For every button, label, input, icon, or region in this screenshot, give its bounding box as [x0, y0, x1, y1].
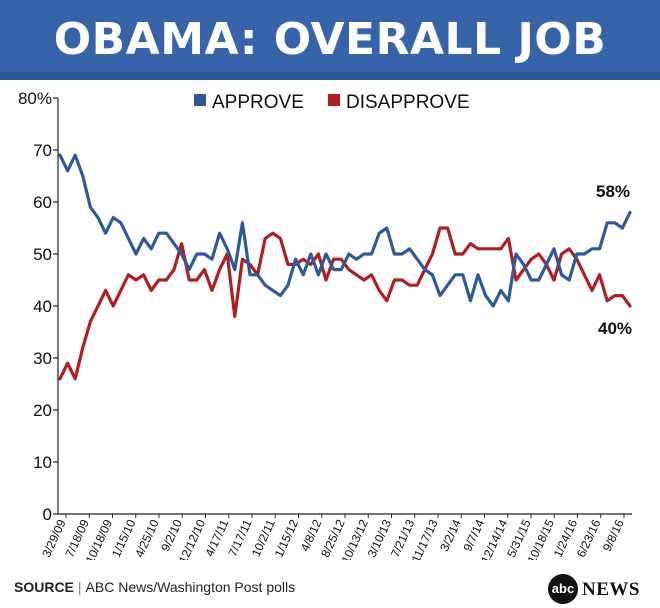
approval-line-chart: 0 10 20 30 40 50 60 70 80% 3/29/097/18/0910/18/0…: [18, 89, 632, 560]
abc-logo: abc: [548, 574, 578, 604]
legend-swatch-disapprove: [328, 94, 340, 106]
source-label: SOURCE: [14, 579, 74, 595]
footer: SOURCE | ABC News/Washington Post polls ab…: [0, 572, 660, 608]
source-line: SOURCE | ABC News/Washington Post polls: [14, 579, 295, 595]
legend: APPROVE DISAPPROVE: [194, 92, 470, 113]
source-text: ABC News/Washington Post polls: [85, 579, 296, 595]
source-separator: |: [77, 579, 82, 595]
y-tick-label: 60: [33, 193, 52, 212]
legend-swatch-approve: [194, 94, 206, 106]
y-tick-label: 20: [33, 401, 52, 420]
series-line-disapprove: [58, 226, 632, 381]
y-tick-label: 0: [43, 505, 52, 524]
legend-label-disapprove: DISAPPROVE: [346, 92, 470, 113]
end-label-approve: 58%: [596, 182, 630, 201]
x-tick-label: 9/8/16: [600, 517, 627, 553]
legend-label-approve: APPROVE: [212, 92, 304, 113]
series-lines: [58, 153, 632, 381]
y-axis: 0 10 20 30 40 50 60 70 80%: [18, 89, 59, 524]
y-tick-label: 50: [33, 245, 52, 264]
x-axis: 3/29/097/18/0910/18/091/15/104/25/109/2/…: [39, 513, 632, 560]
y-tick-label: 70: [33, 141, 52, 160]
title-banner: OBAMA: OVERALL JOB APPROVAL: [0, 0, 660, 116]
end-label-disapprove: 40%: [598, 319, 632, 338]
banner-shade: [0, 72, 660, 80]
news-wordmark: NEWS: [582, 579, 640, 600]
y-tick-label: 10: [33, 453, 52, 472]
y-tick-label: 30: [33, 349, 52, 368]
series-line-approve: [58, 153, 632, 308]
y-tick-label: 80%: [18, 89, 52, 108]
y-tick-label: 40: [33, 297, 52, 316]
